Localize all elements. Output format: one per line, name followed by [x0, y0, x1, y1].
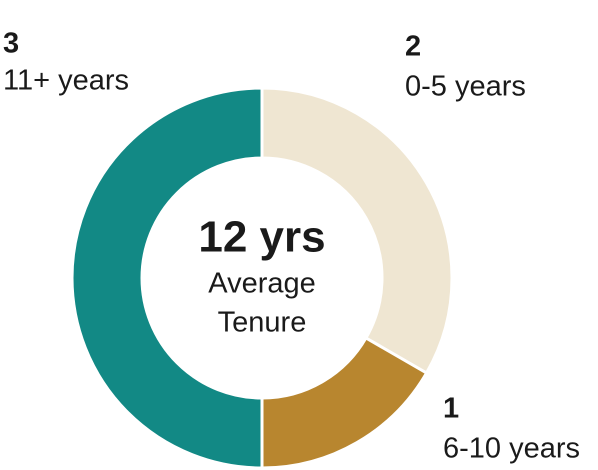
value-label: 3 [3, 28, 19, 60]
category-label: 6-10 years [443, 433, 580, 465]
center-title: 12 yrs [198, 213, 325, 262]
donut-slice [70, 86, 264, 470]
category-label: 11+ years [3, 65, 129, 97]
center-subtitle: Tenure [218, 307, 307, 339]
category-label: 0-5 years [405, 71, 526, 103]
donut-slice [260, 335, 429, 470]
donut-slice [260, 86, 454, 376]
donut [70, 86, 454, 470]
value-label: 1 [443, 393, 459, 425]
center-subtitle: Average [208, 268, 316, 300]
value-label: 2 [405, 31, 421, 63]
